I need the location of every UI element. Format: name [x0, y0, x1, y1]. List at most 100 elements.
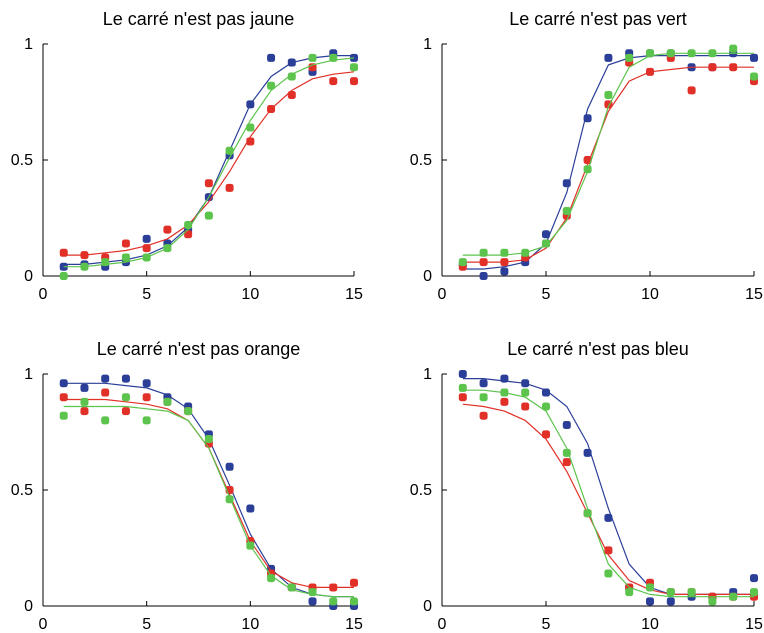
series-3-point: [500, 248, 509, 257]
chart-panel-2: Le carré n'est pas vert 0 5 10 15 0 0.5 1: [410, 9, 763, 303]
y-tick-label: 0: [24, 598, 33, 615]
y-tick-label: 0.5: [11, 482, 33, 499]
x-tick-label: 15: [345, 616, 363, 633]
series-3-point: [708, 49, 717, 58]
series-2-point: [350, 578, 358, 587]
series-2-point: [479, 258, 488, 267]
series-2-point: [500, 258, 509, 267]
series-3-point: [458, 383, 467, 392]
series-2-point: [163, 225, 172, 234]
series-3-point: [666, 588, 675, 597]
series-3-point: [329, 53, 338, 62]
series-3-point: [729, 592, 738, 601]
series-3-point: [500, 388, 509, 397]
series-1-point: [604, 513, 613, 522]
series-3-point: [350, 597, 358, 606]
series-3-point: [184, 407, 193, 416]
series-2-point: [729, 63, 738, 72]
series-2-point: [142, 393, 151, 402]
series-2-point: [458, 393, 467, 402]
x-tick-label: 5: [542, 286, 551, 303]
x-tick-label: 15: [745, 616, 763, 633]
series-1-point: [121, 374, 130, 383]
x-tick-label: 10: [641, 286, 659, 303]
series-2-point: [562, 458, 571, 467]
y-tick-label: 0.5: [410, 152, 432, 169]
series-3-point: [204, 434, 213, 443]
series-1-point: [142, 234, 151, 243]
series-2-point: [542, 430, 550, 439]
series-3-point: [458, 258, 467, 267]
x-tick-label: 5: [542, 616, 551, 633]
series-1-point: [101, 374, 110, 383]
series-3-point: [308, 53, 317, 62]
series-3-point: [583, 509, 592, 518]
series-3-point: [604, 569, 613, 578]
y-tick-label: 1: [423, 366, 432, 383]
series-3-point: [163, 397, 172, 406]
series-1-point: [604, 53, 613, 62]
series-1-point: [267, 53, 276, 62]
chart-panel-3: Le carré n'est pas orange 0 5 10 15 0 0.5 1: [11, 339, 363, 633]
series-2-point: [204, 179, 213, 188]
series-2-point: [59, 248, 68, 257]
series-1-point: [246, 100, 255, 109]
series-1-point: [458, 370, 467, 378]
series-1-point: [142, 379, 151, 388]
series-3-point: [101, 258, 110, 267]
x-tick-label: 0: [438, 616, 447, 633]
series-3-point: [80, 262, 89, 271]
series-2-fit-line: [63, 398, 354, 589]
x-tick-label: 5: [142, 616, 151, 633]
series-3-point: [750, 72, 758, 81]
series-3-point: [521, 248, 530, 257]
series-3-point: [329, 597, 338, 606]
series-2-point: [479, 411, 488, 420]
y-tick-label: 0: [423, 598, 432, 615]
chart-title: Le carré n'est pas bleu: [507, 339, 689, 359]
series-1-point: [59, 379, 68, 388]
series-2-point: [246, 137, 255, 146]
series-2-point: [267, 104, 276, 113]
series-1-point: [583, 448, 592, 457]
series-1-fit-line: [462, 378, 754, 596]
series-2-point: [225, 183, 234, 192]
series-3-point: [562, 207, 571, 216]
series-3-point: [101, 416, 110, 425]
series-3-point: [479, 248, 488, 257]
series-1-point: [479, 272, 488, 280]
x-tick-label: 10: [641, 616, 659, 633]
series-1-point: [80, 383, 89, 392]
y-tick-label: 1: [423, 36, 432, 53]
series-2-point: [521, 402, 530, 411]
series-3-point: [308, 588, 317, 597]
series-1-point: [542, 388, 550, 397]
series-1-point: [542, 230, 550, 239]
series-1-point: [521, 379, 530, 388]
series-3-fit-line: [63, 57, 355, 268]
series-2-point: [287, 91, 296, 100]
series-3-point: [542, 239, 550, 248]
series-3-point: [646, 583, 654, 592]
series-2-fit-line: [63, 71, 355, 256]
series-3-point: [604, 91, 613, 100]
x-tick-label: 5: [142, 286, 151, 303]
series-3-point: [59, 411, 68, 420]
series-3-point: [687, 588, 696, 597]
series-1-point: [750, 574, 758, 583]
y-tick-label: 0.5: [410, 482, 432, 499]
x-tick-label: 15: [345, 286, 363, 303]
series-1-point: [583, 114, 592, 123]
series-3-point: [583, 165, 592, 174]
series-3-point: [687, 49, 696, 58]
series-1-point: [479, 379, 488, 388]
series-3-point: [267, 574, 276, 583]
x-tick-label: 10: [241, 616, 259, 633]
y-tick-label: 1: [24, 366, 33, 383]
x-tick-label: 0: [438, 286, 447, 303]
series-1-point: [562, 179, 571, 188]
series-2-point: [59, 393, 68, 402]
series-2-point: [329, 77, 338, 86]
series-3-point: [246, 123, 255, 132]
series-3-point: [267, 81, 276, 90]
